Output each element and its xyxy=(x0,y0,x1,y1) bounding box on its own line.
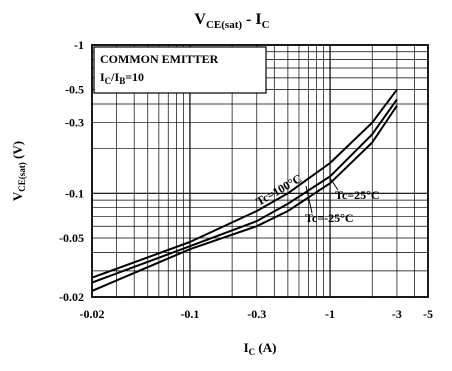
y-tick-label: -0.5 xyxy=(65,83,84,97)
legend-line-2: IC/IB=10 xyxy=(100,70,144,86)
series-label-minus25: Tc=-25°C xyxy=(305,211,354,225)
series-label-25: Tc=25°C xyxy=(335,188,380,202)
x-tick-label: -1 xyxy=(325,307,335,321)
x-tick-label: -0.3 xyxy=(247,307,266,321)
y-tick-label: -0.02 xyxy=(59,290,84,304)
x-tick-label: -3 xyxy=(392,307,402,321)
series-line-1 xyxy=(91,98,398,284)
y-axis-label: VCE(sat) (V) xyxy=(10,141,27,201)
series-label-100: Tc=100°C xyxy=(254,171,305,208)
series-line-2 xyxy=(91,105,398,292)
series-line-0 xyxy=(91,89,398,279)
y-tick-label: -0.3 xyxy=(65,116,84,130)
series-lines xyxy=(91,89,398,292)
y-tick-label: -0.05 xyxy=(59,231,84,245)
x-tick-label: -0.02 xyxy=(80,307,105,321)
legend-line-1: COMMON EMITTER xyxy=(100,52,219,66)
x-tick-label: -0.1 xyxy=(180,307,199,321)
chart-title: VCE(sat) - IC xyxy=(194,11,269,31)
y-tick-labels: -1 -0.5 -0.3 -0.1 -0.05 -0.02 xyxy=(59,38,84,304)
x-axis-label: IC (A) xyxy=(244,340,277,357)
y-tick-label: -0.1 xyxy=(65,186,84,200)
y-tick-label: -1 xyxy=(74,38,84,52)
x-tick-label: -5 xyxy=(423,307,433,321)
legend-box: COMMON EMITTER IC/IB=10 xyxy=(93,46,267,94)
label-leader-25 xyxy=(329,177,339,191)
label-leader-minus25 xyxy=(305,185,313,214)
legend-frame xyxy=(93,46,267,94)
plot-frame xyxy=(91,44,429,298)
x-tick-labels: -0.02 -0.1 -0.3 -1 -3 -5 xyxy=(80,307,434,321)
